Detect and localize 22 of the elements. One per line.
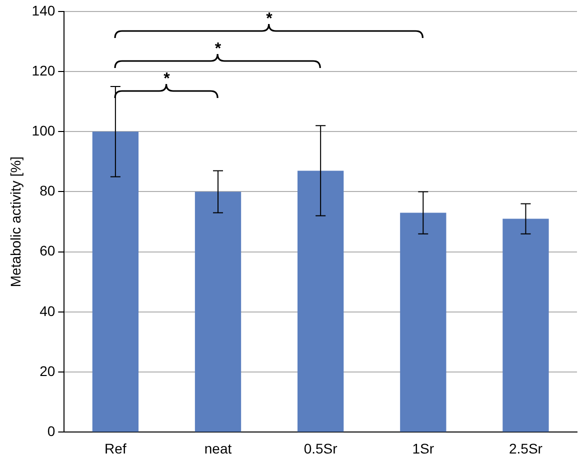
bar <box>298 170 344 432</box>
y-tick-label: 80 <box>40 182 56 199</box>
bar <box>400 212 446 432</box>
x-tick-label: 0.5Sr <box>304 440 338 456</box>
y-tick-label: 0 <box>47 423 56 440</box>
y-axis-title: Metabolic activity [%] <box>7 156 24 288</box>
bar <box>92 132 139 432</box>
y-tick-label: 140 <box>32 2 56 18</box>
bar <box>194 192 242 432</box>
annotation: * <box>214 40 222 58</box>
x-tick-label: 1Sr <box>412 440 434 456</box>
y-tick-label: 100 <box>32 122 56 138</box>
annotation: * <box>164 70 171 88</box>
x-tick-label: Ref <box>104 440 126 456</box>
x-tick-label: 2.5Sr <box>508 440 543 456</box>
y-tick-label: 60 <box>40 242 56 259</box>
y-tick-label: 40 <box>40 302 56 319</box>
bar <box>502 218 549 432</box>
y-tick-label: 20 <box>40 362 56 379</box>
y-tick-label: 120 <box>32 62 56 78</box>
x-tick-label: neat <box>204 440 232 456</box>
annotation: * <box>266 10 274 28</box>
